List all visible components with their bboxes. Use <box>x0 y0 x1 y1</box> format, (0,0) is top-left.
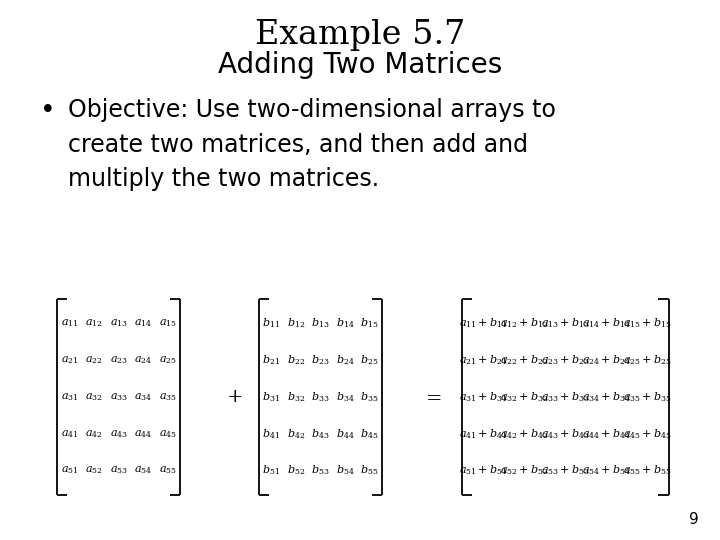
Text: $b_{51}$: $b_{51}$ <box>263 463 280 477</box>
Text: $a_{45}$: $a_{45}$ <box>159 428 176 440</box>
Text: $b_{53}$: $b_{53}$ <box>311 463 330 477</box>
Text: $b_{11}$: $b_{11}$ <box>263 316 280 330</box>
Text: $+$: $+$ <box>226 387 242 407</box>
Text: $a_{21}$: $a_{21}$ <box>61 354 78 366</box>
Text: $b_{43}$: $b_{43}$ <box>311 427 330 441</box>
Text: $b_{24}$: $b_{24}$ <box>336 353 354 367</box>
Text: $a_{54}+b_{54}$: $a_{54}+b_{54}$ <box>582 463 631 477</box>
Text: $a_{33}$: $a_{33}$ <box>110 391 127 403</box>
Text: $a_{43}$: $a_{43}$ <box>110 428 127 440</box>
Text: $b_{21}$: $b_{21}$ <box>263 353 280 367</box>
Text: •: • <box>40 98 55 124</box>
Text: $a_{34}$: $a_{34}$ <box>134 391 153 403</box>
Text: $a_{22}$: $a_{22}$ <box>86 354 103 366</box>
Text: $a_{34}+b_{34}$: $a_{34}+b_{34}$ <box>582 390 631 404</box>
Text: $a_{32}+b_{32}$: $a_{32}+b_{32}$ <box>500 390 549 404</box>
Text: $a_{55}+b_{55}$: $a_{55}+b_{55}$ <box>623 463 672 477</box>
Text: $a_{42}$: $a_{42}$ <box>86 428 103 440</box>
Text: $b_{12}$: $b_{12}$ <box>287 316 305 330</box>
Text: $a_{43}+b_{43}$: $a_{43}+b_{43}$ <box>541 427 590 441</box>
Text: $a_{51}$: $a_{51}$ <box>61 464 78 476</box>
Text: $a_{15}$: $a_{15}$ <box>159 318 176 329</box>
Text: $a_{31}$: $a_{31}$ <box>61 391 78 403</box>
Text: $a_{31}+b_{31}$: $a_{31}+b_{31}$ <box>459 390 508 404</box>
Text: $a_{55}$: $a_{55}$ <box>159 464 176 476</box>
Text: $b_{14}$: $b_{14}$ <box>336 316 354 330</box>
Text: $b_{55}$: $b_{55}$ <box>360 463 379 477</box>
Text: $b_{15}$: $b_{15}$ <box>360 316 379 330</box>
Text: $b_{35}$: $b_{35}$ <box>360 390 379 404</box>
Text: $a_{32}$: $a_{32}$ <box>86 391 103 403</box>
Text: $a_{21}+b_{21}$: $a_{21}+b_{21}$ <box>459 353 508 367</box>
Text: $a_{42}+b_{42}$: $a_{42}+b_{42}$ <box>500 427 549 441</box>
Text: $a_{25}+b_{25}$: $a_{25}+b_{25}$ <box>623 353 672 367</box>
Text: $b_{23}$: $b_{23}$ <box>311 353 330 367</box>
Text: $a_{44}+b_{44}$: $a_{44}+b_{44}$ <box>582 427 631 441</box>
Text: $a_{52}$: $a_{52}$ <box>86 464 103 476</box>
Text: $a_{45}+b_{45}$: $a_{45}+b_{45}$ <box>623 427 672 441</box>
Text: Adding Two Matrices: Adding Two Matrices <box>218 51 502 79</box>
Text: $a_{53}+b_{53}$: $a_{53}+b_{53}$ <box>541 463 590 477</box>
Text: $a_{12}+b_{12}$: $a_{12}+b_{12}$ <box>500 316 549 330</box>
Text: $a_{14}+b_{14}$: $a_{14}+b_{14}$ <box>582 316 631 330</box>
Text: $a_{33}+b_{33}$: $a_{33}+b_{33}$ <box>541 390 590 404</box>
Text: $b_{34}$: $b_{34}$ <box>336 390 354 404</box>
Text: $b_{52}$: $b_{52}$ <box>287 463 305 477</box>
Text: $b_{13}$: $b_{13}$ <box>311 316 330 330</box>
Text: $a_{23}$: $a_{23}$ <box>110 354 127 366</box>
Text: $a_{11}+b_{11}$: $a_{11}+b_{11}$ <box>459 316 508 330</box>
Text: $a_{14}$: $a_{14}$ <box>134 318 153 329</box>
Text: $a_{53}$: $a_{53}$ <box>110 464 127 476</box>
Text: $b_{41}$: $b_{41}$ <box>263 427 280 441</box>
Text: $a_{51}+b_{51}$: $a_{51}+b_{51}$ <box>459 463 508 477</box>
Text: $a_{12}$: $a_{12}$ <box>86 318 103 329</box>
Text: $a_{54}$: $a_{54}$ <box>134 464 153 476</box>
Text: $b_{44}$: $b_{44}$ <box>336 427 354 441</box>
Text: $a_{13}+b_{13}$: $a_{13}+b_{13}$ <box>541 316 590 330</box>
Text: $a_{41}$: $a_{41}$ <box>61 428 78 440</box>
Text: $a_{52}+b_{52}$: $a_{52}+b_{52}$ <box>500 463 549 477</box>
Text: $a_{23}+b_{23}$: $a_{23}+b_{23}$ <box>541 353 590 367</box>
Text: $a_{44}$: $a_{44}$ <box>134 428 153 440</box>
Text: $a_{24}$: $a_{24}$ <box>134 354 153 366</box>
Text: $b_{31}$: $b_{31}$ <box>263 390 280 404</box>
Text: $=$: $=$ <box>422 387 442 407</box>
Text: $b_{45}$: $b_{45}$ <box>360 427 379 441</box>
Text: Objective: Use two-dimensional arrays to
create two matrices, and then add and
m: Objective: Use two-dimensional arrays to… <box>68 98 557 191</box>
Text: $a_{35}+b_{35}$: $a_{35}+b_{35}$ <box>623 390 672 404</box>
Text: $a_{35}$: $a_{35}$ <box>159 391 176 403</box>
Text: $b_{22}$: $b_{22}$ <box>287 353 305 367</box>
Text: $b_{42}$: $b_{42}$ <box>287 427 305 441</box>
Text: $a_{25}$: $a_{25}$ <box>159 354 176 366</box>
Text: $a_{24}+b_{24}$: $a_{24}+b_{24}$ <box>582 353 631 367</box>
Text: $b_{25}$: $b_{25}$ <box>360 353 379 367</box>
Text: $b_{54}$: $b_{54}$ <box>336 463 354 477</box>
Text: $a_{13}$: $a_{13}$ <box>110 318 127 329</box>
Text: $a_{11}$: $a_{11}$ <box>61 318 78 329</box>
Text: $b_{33}$: $b_{33}$ <box>311 390 330 404</box>
Text: $b_{32}$: $b_{32}$ <box>287 390 305 404</box>
Text: $a_{41}+b_{41}$: $a_{41}+b_{41}$ <box>459 427 508 441</box>
Text: Example 5.7: Example 5.7 <box>255 19 465 51</box>
Text: $a_{22}+b_{22}$: $a_{22}+b_{22}$ <box>500 353 549 367</box>
Text: 9: 9 <box>688 511 698 526</box>
Text: $a_{15}+b_{15}$: $a_{15}+b_{15}$ <box>623 316 672 330</box>
